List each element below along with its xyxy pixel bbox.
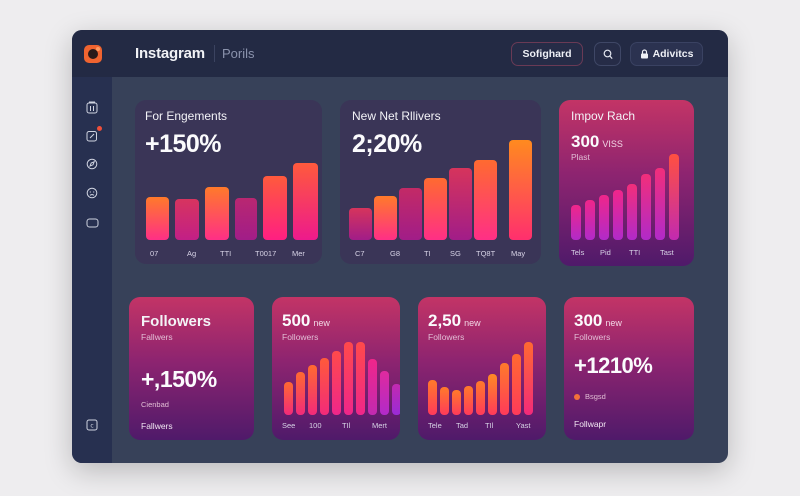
axis-label: Pid [600,248,611,257]
explore-icon [86,158,98,170]
new-300-card[interactable]: 300 new Followers +1210% Bsgsd Follwapr [564,297,694,440]
new-500-card[interactable]: 500 new Followers See 100 TIl Mert [272,297,400,440]
axis-label: TTI [220,249,232,258]
reach-chart [571,152,679,240]
card-title: For Engements [145,109,228,123]
axis-label: T0017 [255,249,277,258]
new-300-growth: +1210% [574,353,653,378]
new-500-chart [284,335,400,415]
card-title: Followers [141,313,212,330]
axis-label: 100 [309,421,322,430]
new-300-sub: Followers [574,332,611,342]
sidebar: c [72,77,112,463]
followers-footer: Fallwers [141,421,173,431]
new-250-card[interactable]: 2,50 new Followers Tele Tad TIl Yast [418,297,546,440]
activity-button-label: Adivitcs [652,48,694,60]
calendar-icon [86,101,98,113]
axis-label: G8 [390,249,401,258]
followers-card[interactable]: Followers Fallwers +,150% Cienbad Fallwe… [129,297,254,440]
axis-label: Mert [372,421,387,430]
new-followers-card[interactable]: New Net Rllivers 2;20% C7 G8 TI SG TQ8T … [340,100,541,264]
new-300-value: 300 new [574,311,622,331]
new-300-number: 300 [574,311,603,330]
new-500-sub: Followers [282,332,319,342]
axis-label: TTI [629,248,641,257]
new-250-sub: Followers [428,332,465,342]
reach-card[interactable]: Impov Rach 300 VISS Plast Tels Pid TTI Ta… [559,100,694,266]
followers-value: +,150% [141,366,217,392]
sidebar-item-profile[interactable] [85,186,99,200]
reach-suffix: VISS [602,139,623,149]
axis-label: Tels [571,248,585,257]
reach-value: 300 VISS [571,132,623,152]
new-250-value: 2,50 new [428,311,481,331]
smiley-icon [86,187,98,199]
axis-label: TI [424,249,431,258]
message-icon [86,218,98,227]
new-300-legend: Bsgsd [574,392,606,401]
new-250-suffix: new [464,318,481,328]
new-500-number: 500 [282,311,311,330]
search-icon [603,49,613,59]
engagement-chart [146,160,318,240]
dashboard-button-label: Sofighard [522,48,572,60]
new-250-number: 2,50 [428,311,462,330]
sidebar-item-settings[interactable]: c [85,417,99,431]
new-500-suffix: new [313,318,330,328]
axis-label: See [282,421,296,430]
reach-number: 300 [571,132,600,151]
edit-icon [86,131,97,142]
card-title: Impov Rach [571,109,636,123]
axis-label: Tast [660,248,674,257]
new-300-footer: Follwapr [574,419,607,429]
followers-sub: Fallwers [141,332,173,342]
axis-label: Mer [292,249,305,258]
new-followers-value: 2;20% [352,130,422,158]
top-bar: Instagram Porils Sofighard Adivitcs [72,30,728,77]
axis-label: SG [450,249,461,258]
sidebar-item-explore[interactable] [85,157,99,171]
axis-label: Tad [456,421,469,430]
instagram-logo-icon[interactable] [84,45,102,63]
axis-label: TQ8T [476,249,496,258]
axis-label: 07 [150,249,159,258]
legend-dot-icon [574,394,580,401]
title-divider [214,45,215,62]
app-subtitle[interactable]: Porils [222,46,255,61]
followers-note: Cienbad [141,400,169,409]
new-followers-chart [349,140,532,240]
svg-text:c: c [90,422,93,429]
dashboard-button[interactable]: Sofighard [511,42,583,66]
new-300-suffix: new [605,318,622,328]
new-500-value: 500 new [282,311,330,331]
sidebar-item-edit[interactable] [85,126,102,143]
sidebar-item-messages[interactable] [85,215,99,229]
reach-sub: Plast [571,152,590,162]
axis-label: Tele [428,421,442,430]
axis-label: TIl [485,421,494,430]
axis-label: TIl [342,421,351,430]
app-title: Instagram [135,45,205,62]
card-title: New Net Rllivers [352,109,441,123]
search-button[interactable] [594,42,621,66]
lock-icon [640,49,648,59]
sidebar-item-calendar[interactable] [85,100,99,114]
engagement-value: +150% [145,130,222,158]
axis-label: C7 [355,249,365,258]
activity-button[interactable]: Adivitcs [630,42,703,66]
app-window: Instagram Porils Sofighard Adivitcs [72,30,728,463]
axis-label: Ag [187,249,197,258]
engagement-card[interactable]: For Engements +150% 07 Ag TTI T0017 Mer [135,100,322,264]
legend-label: Bsgsd [585,392,606,401]
settings-icon: c [86,419,98,430]
axis-label: May [511,249,526,258]
axis-label: Yast [516,421,531,430]
new-250-chart [428,341,533,415]
notification-badge [97,126,102,131]
